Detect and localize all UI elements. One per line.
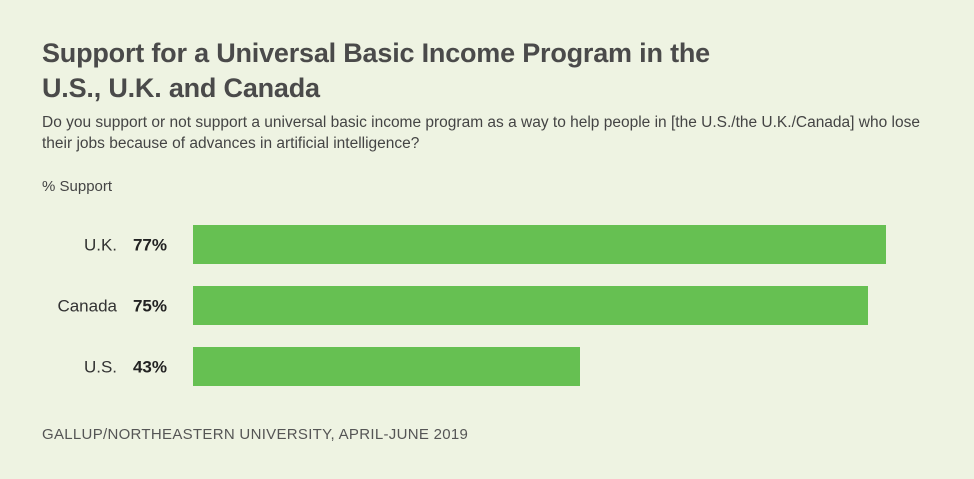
- bar-chart: 77% U.K. 75% Canada 43% U.S.: [57, 225, 886, 386]
- value-label-u-k: 77%: [133, 236, 167, 255]
- chart-subtitle: Do you support or not support a universa…: [42, 114, 920, 152]
- category-label-canada: Canada: [57, 297, 117, 316]
- source-note: GALLUP/NORTHEASTERN UNIVERSITY, APRIL-JU…: [42, 426, 469, 443]
- category-label-u-s: U.S.: [84, 358, 117, 377]
- axis-unit-label: % Support: [42, 178, 113, 195]
- bar-canada: [193, 286, 868, 325]
- value-label-u-s: 43%: [133, 358, 167, 377]
- bar-u-k: [193, 225, 886, 264]
- chart-title: Support for a Universal Basic Income Pro…: [42, 38, 710, 103]
- value-label-canada: 75%: [133, 297, 167, 316]
- category-label-u-k: U.K.: [84, 236, 117, 255]
- bar-u-s: [193, 347, 580, 386]
